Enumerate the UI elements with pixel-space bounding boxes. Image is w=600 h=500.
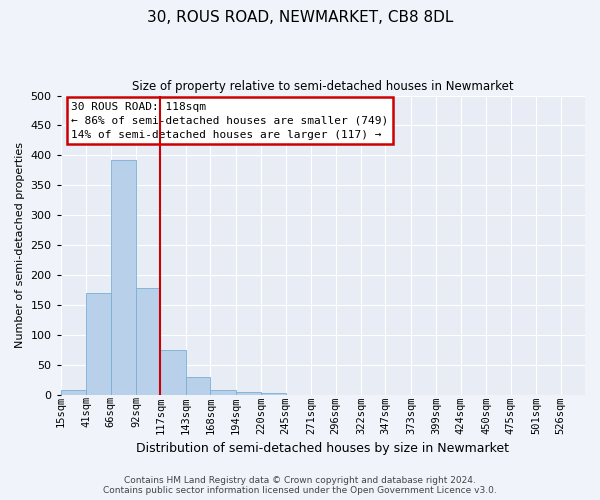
Y-axis label: Number of semi-detached properties: Number of semi-detached properties (15, 142, 25, 348)
Title: Size of property relative to semi-detached houses in Newmarket: Size of property relative to semi-detach… (132, 80, 514, 93)
Text: 30 ROUS ROAD: 118sqm
← 86% of semi-detached houses are smaller (749)
14% of semi: 30 ROUS ROAD: 118sqm ← 86% of semi-detac… (71, 102, 388, 140)
Bar (261, 393, 286, 395)
Bar (136, 288, 160, 395)
Bar (86, 293, 110, 395)
Bar (236, 392, 261, 395)
Bar (211, 390, 236, 395)
Bar (61, 390, 86, 395)
X-axis label: Distribution of semi-detached houses by size in Newmarket: Distribution of semi-detached houses by … (136, 442, 509, 455)
Bar (160, 350, 186, 395)
Text: Contains HM Land Registry data © Crown copyright and database right 2024.
Contai: Contains HM Land Registry data © Crown c… (103, 476, 497, 495)
Bar (110, 160, 136, 395)
Text: 30, ROUS ROAD, NEWMARKET, CB8 8DL: 30, ROUS ROAD, NEWMARKET, CB8 8DL (147, 10, 453, 25)
Bar (186, 378, 211, 395)
